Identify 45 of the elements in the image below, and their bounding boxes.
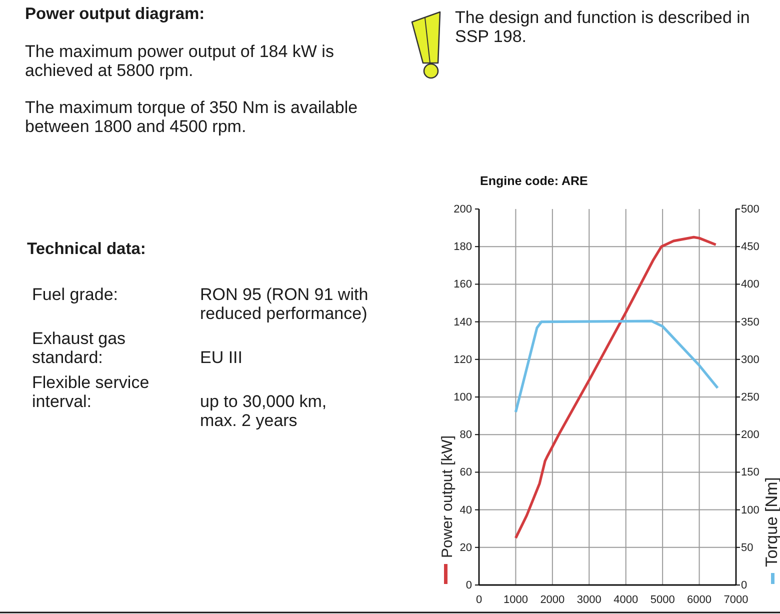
x-tick-label: 7000 [724,594,748,606]
y2-tick-label: 450 [741,241,760,254]
text: The maximum torque of 350 Nm is available between 1800 and 4500 rpm. [25,98,359,136]
y2-tick-label: 200 [741,429,760,442]
x-tick-label: 4000 [614,594,638,606]
y2-tick-label: 300 [741,354,760,366]
x-tick-label: 3000 [576,594,602,606]
text: The maximum power output of 184 kW is achieved at 5800 rpm. [25,42,335,80]
text: RON 95 (RON 91 with reduced performance) [200,285,370,323]
y2-tick-label: 500 [741,204,760,216]
y-tick-label: 60 [460,466,472,479]
text: Fuel grade: [32,285,119,304]
y2-tick-label: 50 [741,542,754,554]
y2-tick-label: 0 [741,580,748,592]
x-tick-label: 2000 [540,594,565,606]
y2-tick-label: 400 [741,278,760,291]
chart-title: Engine code: ARE [480,174,588,188]
y2-tick-label: 250 [741,392,760,404]
y-tick-label: 140 [454,316,472,328]
y-tick-label: 200 [454,204,472,216]
x-tick-label: 6000 [687,594,712,606]
y-axis-title: Power output [kW] [439,435,456,558]
y-tick-label: 0 [466,580,472,592]
y-tick-label: 120 [454,354,472,366]
y-tick-label: 100 [454,392,472,404]
text: EU III [200,348,244,367]
y2-tick-label: 100 [741,504,760,516]
y2-tick-label: 350 [741,316,760,328]
y-tick-label: 40 [460,504,472,516]
text: Exhaust gas standard: [32,329,127,367]
y-tick-label: 20 [460,542,472,554]
line-series [514,320,719,414]
text: up to 30,000 km, max. 2 years [200,392,328,430]
y2-tick-label: 150 [741,466,760,479]
text: Technical data: [27,240,147,259]
x-tick-label: 0 [476,594,482,606]
x-tick-label: 1000 [503,594,528,606]
y-tick-label: 180 [454,241,472,254]
text: The design and function is described in SSP 198. [455,8,751,46]
line-series [514,236,718,540]
y-tick-label: 80 [460,429,472,442]
x-tick-label: 5000 [650,594,675,606]
text: Flexible service interval: [32,373,150,411]
text: Power output diagram: [25,5,206,24]
y-tick-label: 160 [454,278,472,291]
